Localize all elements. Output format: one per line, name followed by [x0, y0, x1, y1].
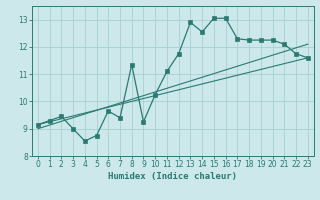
X-axis label: Humidex (Indice chaleur): Humidex (Indice chaleur)	[108, 172, 237, 181]
